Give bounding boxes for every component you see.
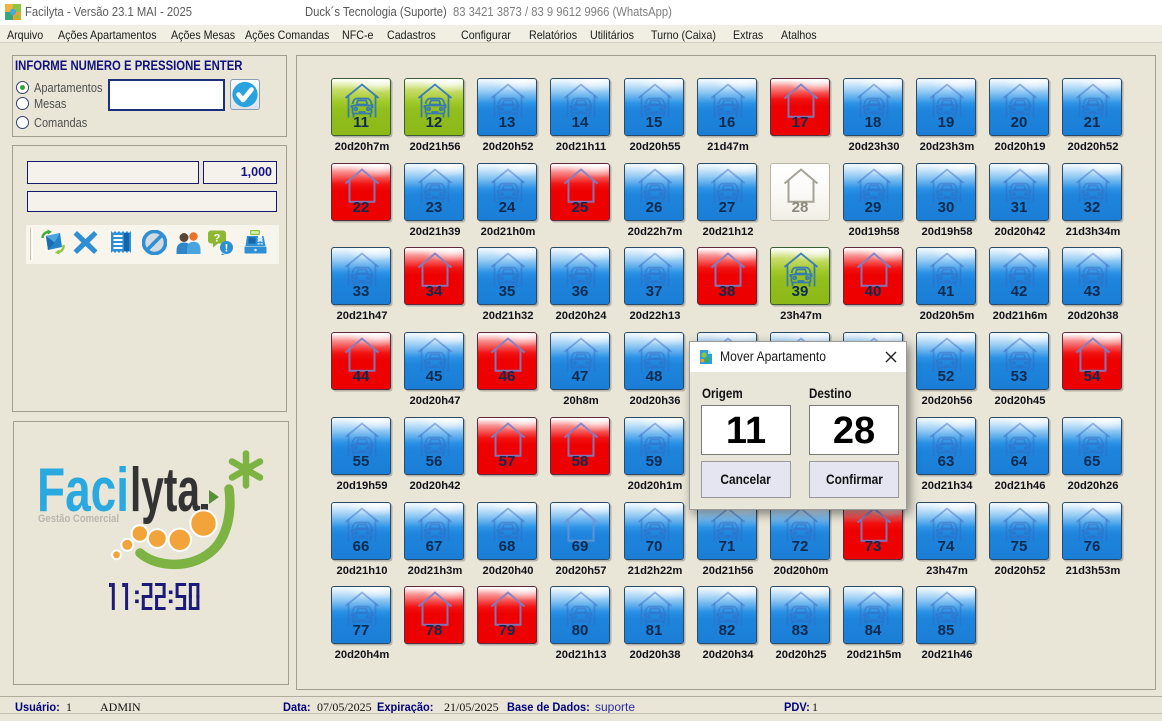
svg-text:Faci: Faci — [37, 456, 129, 525]
svg-text:?: ? — [214, 233, 221, 245]
svg-text:!: ! — [225, 243, 229, 255]
svg-text:lyta: lyta — [130, 456, 200, 525]
svg-text:Gestão Comercial: Gestão Comercial — [38, 513, 119, 525]
